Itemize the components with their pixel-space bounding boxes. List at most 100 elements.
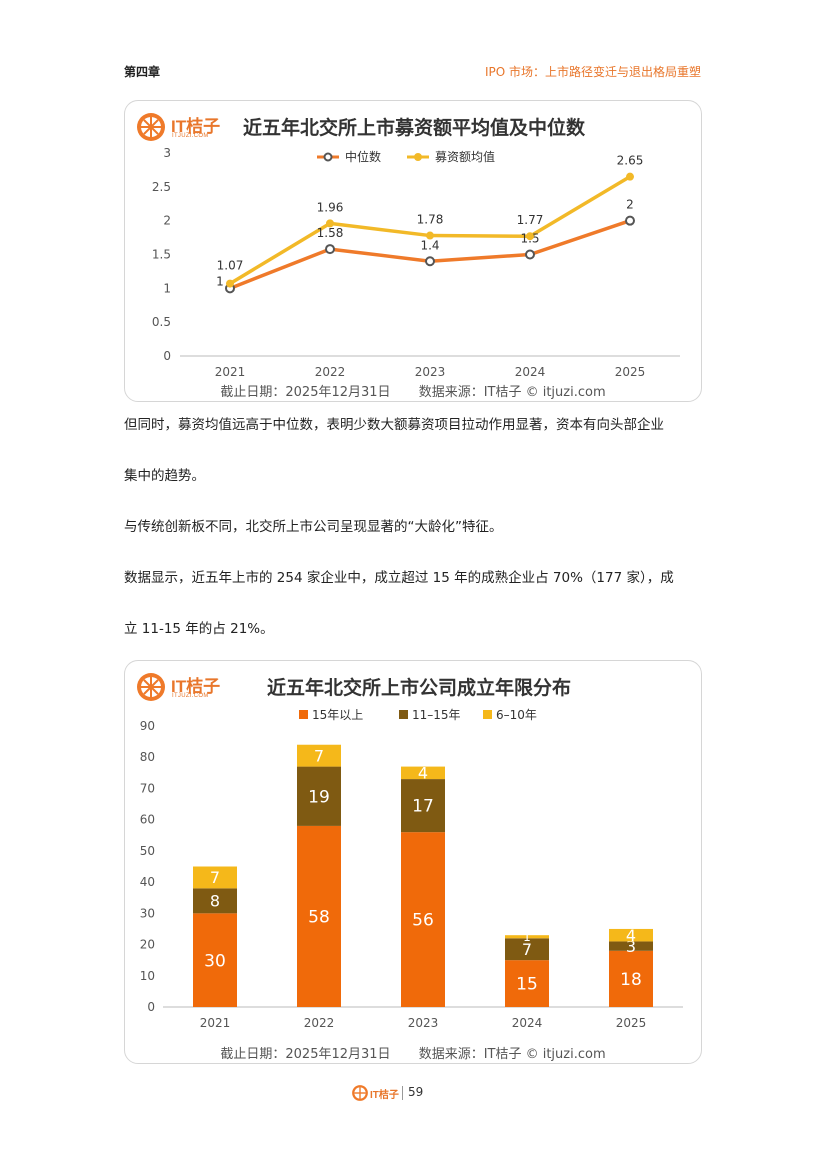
y-tick-label: 0 bbox=[147, 1000, 155, 1014]
chart-caption: 截止日期：2025年12月31日 数据来源：IT桔子 © itjuzi.com bbox=[125, 1043, 701, 1062]
paragraph-2: 与传统创新板不同，北交所上市公司呈现显著的“大龄化”特征。 bbox=[124, 502, 704, 553]
y-tick-label: 1.5 bbox=[152, 248, 171, 262]
data-point bbox=[325, 244, 335, 255]
bar-value-label: 4 bbox=[418, 764, 428, 783]
bar-value-label: 3 bbox=[626, 937, 636, 956]
x-tick-label: 2024 bbox=[515, 365, 546, 379]
bar-value-label: 58 bbox=[308, 908, 330, 928]
data-point bbox=[625, 215, 635, 226]
bar-segment bbox=[505, 960, 549, 1007]
legend-label: 中位数 bbox=[345, 149, 381, 164]
orange-icon bbox=[137, 673, 165, 701]
x-tick-label: 2025 bbox=[616, 1016, 647, 1030]
paragraph-line: 但同时，募资均值远高于中位数，表明少数大额募资项目拉动作用显著，资本有向头部企业 bbox=[124, 417, 664, 433]
data-label: 1.96 bbox=[317, 200, 344, 214]
data-point bbox=[425, 256, 435, 267]
itjuzi-logo: IT桔子 ITJUZI.COM bbox=[135, 669, 245, 707]
logo-subtext: ITJUZI.COM bbox=[172, 693, 209, 699]
footer-divider bbox=[402, 1086, 403, 1100]
bar-value-label: 1 bbox=[523, 930, 531, 944]
stacked-bar-chart: 0 10 20 30 40 50 60 70 80 90 30 8 7 2021 58 19 7 2022 56 17… bbox=[140, 708, 683, 1030]
bar-segment bbox=[401, 766, 445, 780]
bar-value-label: 17 bbox=[412, 797, 434, 817]
orange-icon bbox=[137, 113, 165, 141]
caption-source: 数据来源：IT桔子 © itjuzi.com bbox=[418, 385, 606, 400]
legend-swatch bbox=[299, 710, 308, 719]
y-tick-label: 10 bbox=[140, 969, 155, 983]
bar-value-label: 7 bbox=[522, 940, 532, 959]
legend-label: 15年以上 bbox=[312, 708, 363, 722]
legend-swatch bbox=[399, 710, 408, 719]
y-tick-label: 90 bbox=[140, 719, 155, 733]
bar-segment bbox=[505, 935, 549, 939]
y-tick-label: 80 bbox=[140, 750, 155, 764]
data-label: 1.77 bbox=[517, 213, 544, 227]
bar-segment bbox=[297, 744, 341, 767]
y-tick-label: 60 bbox=[140, 813, 155, 827]
chart-title: 近五年北交所上市公司成立年限分布 bbox=[267, 677, 572, 699]
data-point bbox=[426, 231, 434, 240]
data-label: 1.4 bbox=[420, 238, 439, 252]
paragraph-line: 数据显示，近五年上市的 254 家企业中，成立超过 15 年的成熟企业占 70%… bbox=[124, 570, 674, 586]
data-point bbox=[626, 172, 634, 181]
x-tick-label: 2022 bbox=[304, 1016, 335, 1030]
bar-segment bbox=[609, 928, 653, 942]
data-point bbox=[525, 249, 535, 260]
page-number: 59 bbox=[408, 1085, 424, 1099]
data-label: 1.58 bbox=[317, 226, 344, 240]
legend-marker bbox=[323, 152, 333, 162]
data-label: 2 bbox=[626, 198, 634, 212]
line-chart: 0 0.5 1 1.5 2 2.5 3 2021 2022 2023 2024 2025 1 1.58 1.… bbox=[152, 146, 680, 379]
y-tick-label: 30 bbox=[140, 906, 155, 920]
bar-segment bbox=[609, 941, 653, 951]
bar-segment bbox=[193, 913, 237, 1007]
series-line-median bbox=[229, 219, 631, 290]
paragraph-line: 立 11-15 年的占 21%。 bbox=[124, 621, 274, 637]
paragraph-3: 数据显示，近五年上市的 254 家企业中，成立超过 15 年的成熟企业占 70%… bbox=[124, 553, 704, 655]
legend-label: 募资额均值 bbox=[435, 149, 495, 164]
caption-source: 数据来源：IT桔子 © itjuzi.com bbox=[418, 1047, 606, 1062]
section-title: IPO 市场：上市路径变迁与退出格局重塑 bbox=[484, 65, 701, 79]
data-point bbox=[226, 279, 234, 288]
y-tick-label: 50 bbox=[140, 844, 155, 858]
orange-icon bbox=[352, 1085, 368, 1101]
bar-value-label: 30 bbox=[204, 951, 226, 971]
bar-value-label: 7 bbox=[314, 746, 324, 765]
y-tick-label: 70 bbox=[140, 781, 155, 795]
x-tick-label: 2024 bbox=[512, 1016, 543, 1030]
bar-segment bbox=[505, 938, 549, 961]
data-label: 1.07 bbox=[217, 259, 244, 273]
legend-label: 6–10年 bbox=[496, 708, 537, 722]
caption-date: 截止日期：2025年12月31日 bbox=[220, 1047, 391, 1062]
legend-label: 11–15年 bbox=[412, 708, 461, 722]
bar-segment bbox=[297, 825, 341, 1007]
bar-value-label: 4 bbox=[626, 926, 636, 945]
logo-subtext: ITJUZI.COM bbox=[172, 133, 209, 139]
x-tick-label: 2021 bbox=[215, 365, 246, 379]
footer-logo: IT桔子 bbox=[351, 1083, 399, 1103]
x-tick-label: 2022 bbox=[315, 365, 346, 379]
bar-value-label: 56 bbox=[412, 911, 434, 931]
series-line-mean bbox=[229, 175, 631, 286]
bar-value-label: 18 bbox=[620, 970, 642, 990]
bar-value-label: 8 bbox=[210, 892, 220, 911]
x-tick-label: 2023 bbox=[415, 365, 446, 379]
y-tick-label: 20 bbox=[140, 938, 155, 952]
data-label: 1.78 bbox=[417, 213, 444, 227]
chart-caption: 截止日期：2025年12月31日 数据来源：IT桔子 © itjuzi.com bbox=[125, 381, 701, 400]
bar-segment bbox=[609, 950, 653, 1007]
itjuzi-logo: IT桔子 ITJUZI.COM bbox=[135, 109, 245, 147]
bar-segment bbox=[193, 866, 237, 889]
y-tick-label: 0.5 bbox=[152, 315, 171, 329]
data-label: 1 bbox=[216, 274, 224, 288]
median-mean-chart-card: IT桔子 ITJUZI.COM 近五年北交所上市募资额平均值及中位数 0 0.5 1… bbox=[124, 100, 702, 402]
bar-value-label: 19 bbox=[308, 787, 330, 807]
x-tick-label: 2021 bbox=[200, 1016, 231, 1030]
y-tick-label: 2.5 bbox=[152, 180, 171, 194]
x-tick-label: 2023 bbox=[408, 1016, 439, 1030]
chart-title: 近五年北交所上市募资额平均值及中位数 bbox=[243, 117, 586, 139]
footer-logo-text: IT桔子 bbox=[370, 1090, 399, 1101]
data-point bbox=[526, 232, 534, 241]
y-tick-label: 40 bbox=[140, 875, 155, 889]
bar-segment bbox=[401, 779, 445, 833]
